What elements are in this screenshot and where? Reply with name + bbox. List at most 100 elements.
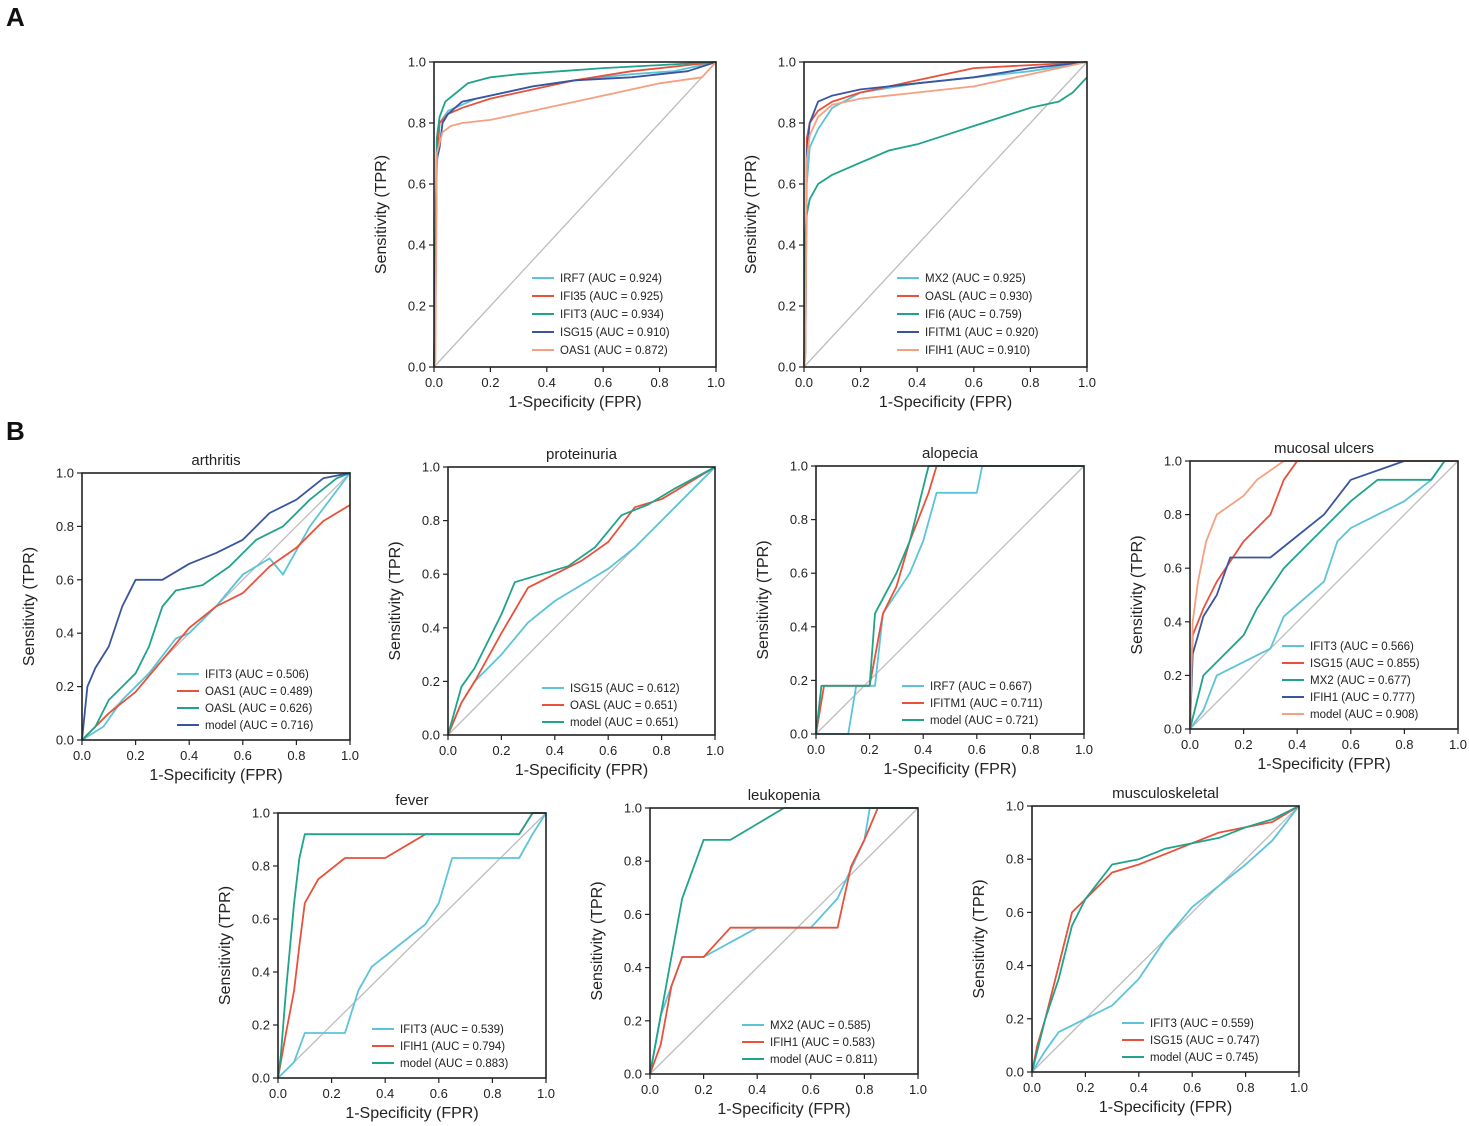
x-tick-label: 1.0 <box>341 748 359 763</box>
y-tick-label: 0.4 <box>1006 958 1024 973</box>
roc-curve-3 <box>1031 805 1300 1073</box>
legend-label: OAS1 (AUC = 0.489) <box>205 686 313 698</box>
y-axis-label: Sensitivity (TPR) <box>21 547 38 666</box>
roc-curve-3 <box>803 76 1088 368</box>
x-tick-label: 1.0 <box>1449 737 1467 752</box>
y-tick-label: 0.8 <box>252 859 270 874</box>
y-axis-label: Sensitivity (TPR) <box>743 155 760 274</box>
roc-curve-1 <box>1031 805 1300 1073</box>
y-axis-label: Sensitivity (TPR) <box>1129 535 1146 654</box>
y-tick-label: 0.2 <box>790 673 808 688</box>
roc-curve-1 <box>277 812 547 1079</box>
legend-label: IFITM1 (AUC = 0.711) <box>930 698 1043 710</box>
y-tick-label: 0.4 <box>1164 614 1182 629</box>
x-axis-label: 1-Specificity (FPR) <box>883 761 1016 778</box>
y-tick-label: 0.0 <box>252 1071 270 1086</box>
x-tick-label: 0.0 <box>641 1082 659 1097</box>
y-tick-label: 0.6 <box>1164 561 1182 576</box>
x-tick-label: 0.0 <box>795 375 813 390</box>
x-axis-label: 1-Specificity (FPR) <box>149 767 282 784</box>
charts-container: 0.0 0.2 0.4 0.6 0.8 1.0 0.0 0.2 0.4 0.6 0.8 1.0 1-Sp… <box>21 55 1467 1123</box>
chart-title: musculoskeletal <box>1112 785 1219 802</box>
roc-curve-3 <box>277 812 546 1079</box>
legend-label: ISG15 (AUC = 0.612) <box>570 683 680 695</box>
x-tick-label: 1.0 <box>537 1086 555 1101</box>
roc-chart-leukopenia: 0.0 0.2 0.4 0.6 0.8 1.0 0.0 0.2 0.4 0.6 0.8 1.0 1-Sp… <box>589 787 927 1118</box>
legend-label: MX2 (AUC = 0.925) <box>925 273 1026 285</box>
roc-chart-panel-a-2: 0.0 0.2 0.4 0.6 0.8 1.0 0.0 0.2 0.4 0.6 0.8 1.0 1-Sp… <box>743 55 1096 412</box>
x-tick-label: 0.6 <box>594 375 612 390</box>
diagonal-reference-line <box>649 807 919 1075</box>
x-tick-label: 0.2 <box>323 1086 341 1101</box>
plot-frame <box>649 807 919 1075</box>
x-tick-label: 0.2 <box>481 375 499 390</box>
diagonal-reference-line <box>277 812 547 1079</box>
plot-frame <box>803 61 1088 368</box>
x-tick-label: 0.0 <box>73 748 91 763</box>
y-tick-label: 1.0 <box>56 466 74 481</box>
legend-label: MX2 (AUC = 0.585) <box>770 1020 871 1032</box>
y-tick-label: 0.8 <box>422 513 440 528</box>
legend-label: model (AUC = 0.883) <box>400 1058 509 1070</box>
x-tick-label: 0.2 <box>695 1082 713 1097</box>
y-tick-label: 0.0 <box>1164 722 1182 737</box>
chart-title: leukopenia <box>748 787 821 804</box>
roc-chart-fever: 0.0 0.2 0.4 0.6 0.8 1.0 0.0 0.2 0.4 0.6 0.8 1.0 1-Sp… <box>217 792 555 1122</box>
legend-label: model (AUC = 0.651) <box>570 717 679 729</box>
x-tick-label: 0.0 <box>269 1086 287 1101</box>
x-tick-label: 0.8 <box>287 748 305 763</box>
y-tick-label: 1.0 <box>778 55 796 70</box>
y-tick-label: 1.0 <box>422 460 440 475</box>
x-tick-label: 0.0 <box>1023 1080 1041 1095</box>
x-tick-label: 0.8 <box>651 375 669 390</box>
y-axis-label: Sensitivity (TPR) <box>373 155 390 274</box>
y-tick-label: 0.6 <box>422 567 440 582</box>
y-tick-label: 0.4 <box>624 960 642 975</box>
legend-label: IFI35 (AUC = 0.925) <box>560 291 663 303</box>
diagonal-reference-line <box>433 61 717 368</box>
y-axis-label: Sensitivity (TPR) <box>971 879 988 998</box>
x-tick-label: 0.6 <box>1342 737 1360 752</box>
legend-label: OAS1 (AUC = 0.872) <box>560 345 668 357</box>
legend-label: OASL (AUC = 0.930) <box>925 291 1032 303</box>
y-tick-label: 0.2 <box>252 1018 270 1033</box>
y-tick-label: 0.0 <box>408 360 426 375</box>
x-tick-label: 0.4 <box>1288 737 1306 752</box>
legend-label: model (AUC = 0.716) <box>205 720 314 732</box>
legend-label: model (AUC = 0.745) <box>1150 1052 1259 1064</box>
roc-curve-4 <box>1189 460 1458 730</box>
legend-label: IFIT3 (AUC = 0.506) <box>205 669 309 681</box>
x-tick-label: 0.6 <box>599 743 617 758</box>
diagonal-reference-line <box>815 465 1085 735</box>
legend-label: IFI6 (AUC = 0.759) <box>925 309 1022 321</box>
legend-label: ISG15 (AUC = 0.747) <box>1150 1035 1260 1047</box>
y-tick-label: 0.4 <box>408 238 426 253</box>
y-tick-label: 0.6 <box>252 912 270 927</box>
x-tick-label: 1.0 <box>707 375 725 390</box>
chart-title: alopecia <box>922 445 979 462</box>
y-tick-label: 0.0 <box>624 1067 642 1082</box>
panel-label-b: B <box>6 416 25 446</box>
roc-curve-1 <box>816 465 1084 735</box>
roc-curve-2 <box>81 504 351 741</box>
x-axis-label: 1-Specificity (FPR) <box>1099 1099 1232 1116</box>
roc-curve-3 <box>447 466 716 736</box>
y-tick-label: 0.8 <box>408 116 426 131</box>
x-axis-label: 1-Specificity (FPR) <box>508 394 641 411</box>
y-tick-label: 0.4 <box>56 626 74 641</box>
roc-curve-2 <box>649 807 918 1075</box>
legend: IFIT3 (AUC = 0.539) IFIH1 (AUC = 0.794) mo… <box>372 1024 509 1070</box>
plot-frame <box>277 812 547 1079</box>
y-tick-label: 1.0 <box>624 801 642 816</box>
y-tick-label: 0.2 <box>422 674 440 689</box>
plot-frame <box>815 465 1085 735</box>
chart-title: arthritis <box>191 452 240 469</box>
y-axis-label: Sensitivity (TPR) <box>589 881 606 1000</box>
x-tick-label: 1.0 <box>1078 375 1096 390</box>
x-tick-label: 0.2 <box>1235 737 1253 752</box>
legend: MX2 (AUC = 0.925) OASL (AUC = 0.930) IFI6 … <box>897 273 1039 357</box>
legend-label: IFITM1 (AUC = 0.920) <box>925 327 1039 339</box>
x-tick-label: 0.8 <box>1021 742 1039 757</box>
y-tick-label: 1.0 <box>790 459 808 474</box>
y-tick-label: 0.0 <box>1006 1065 1024 1080</box>
